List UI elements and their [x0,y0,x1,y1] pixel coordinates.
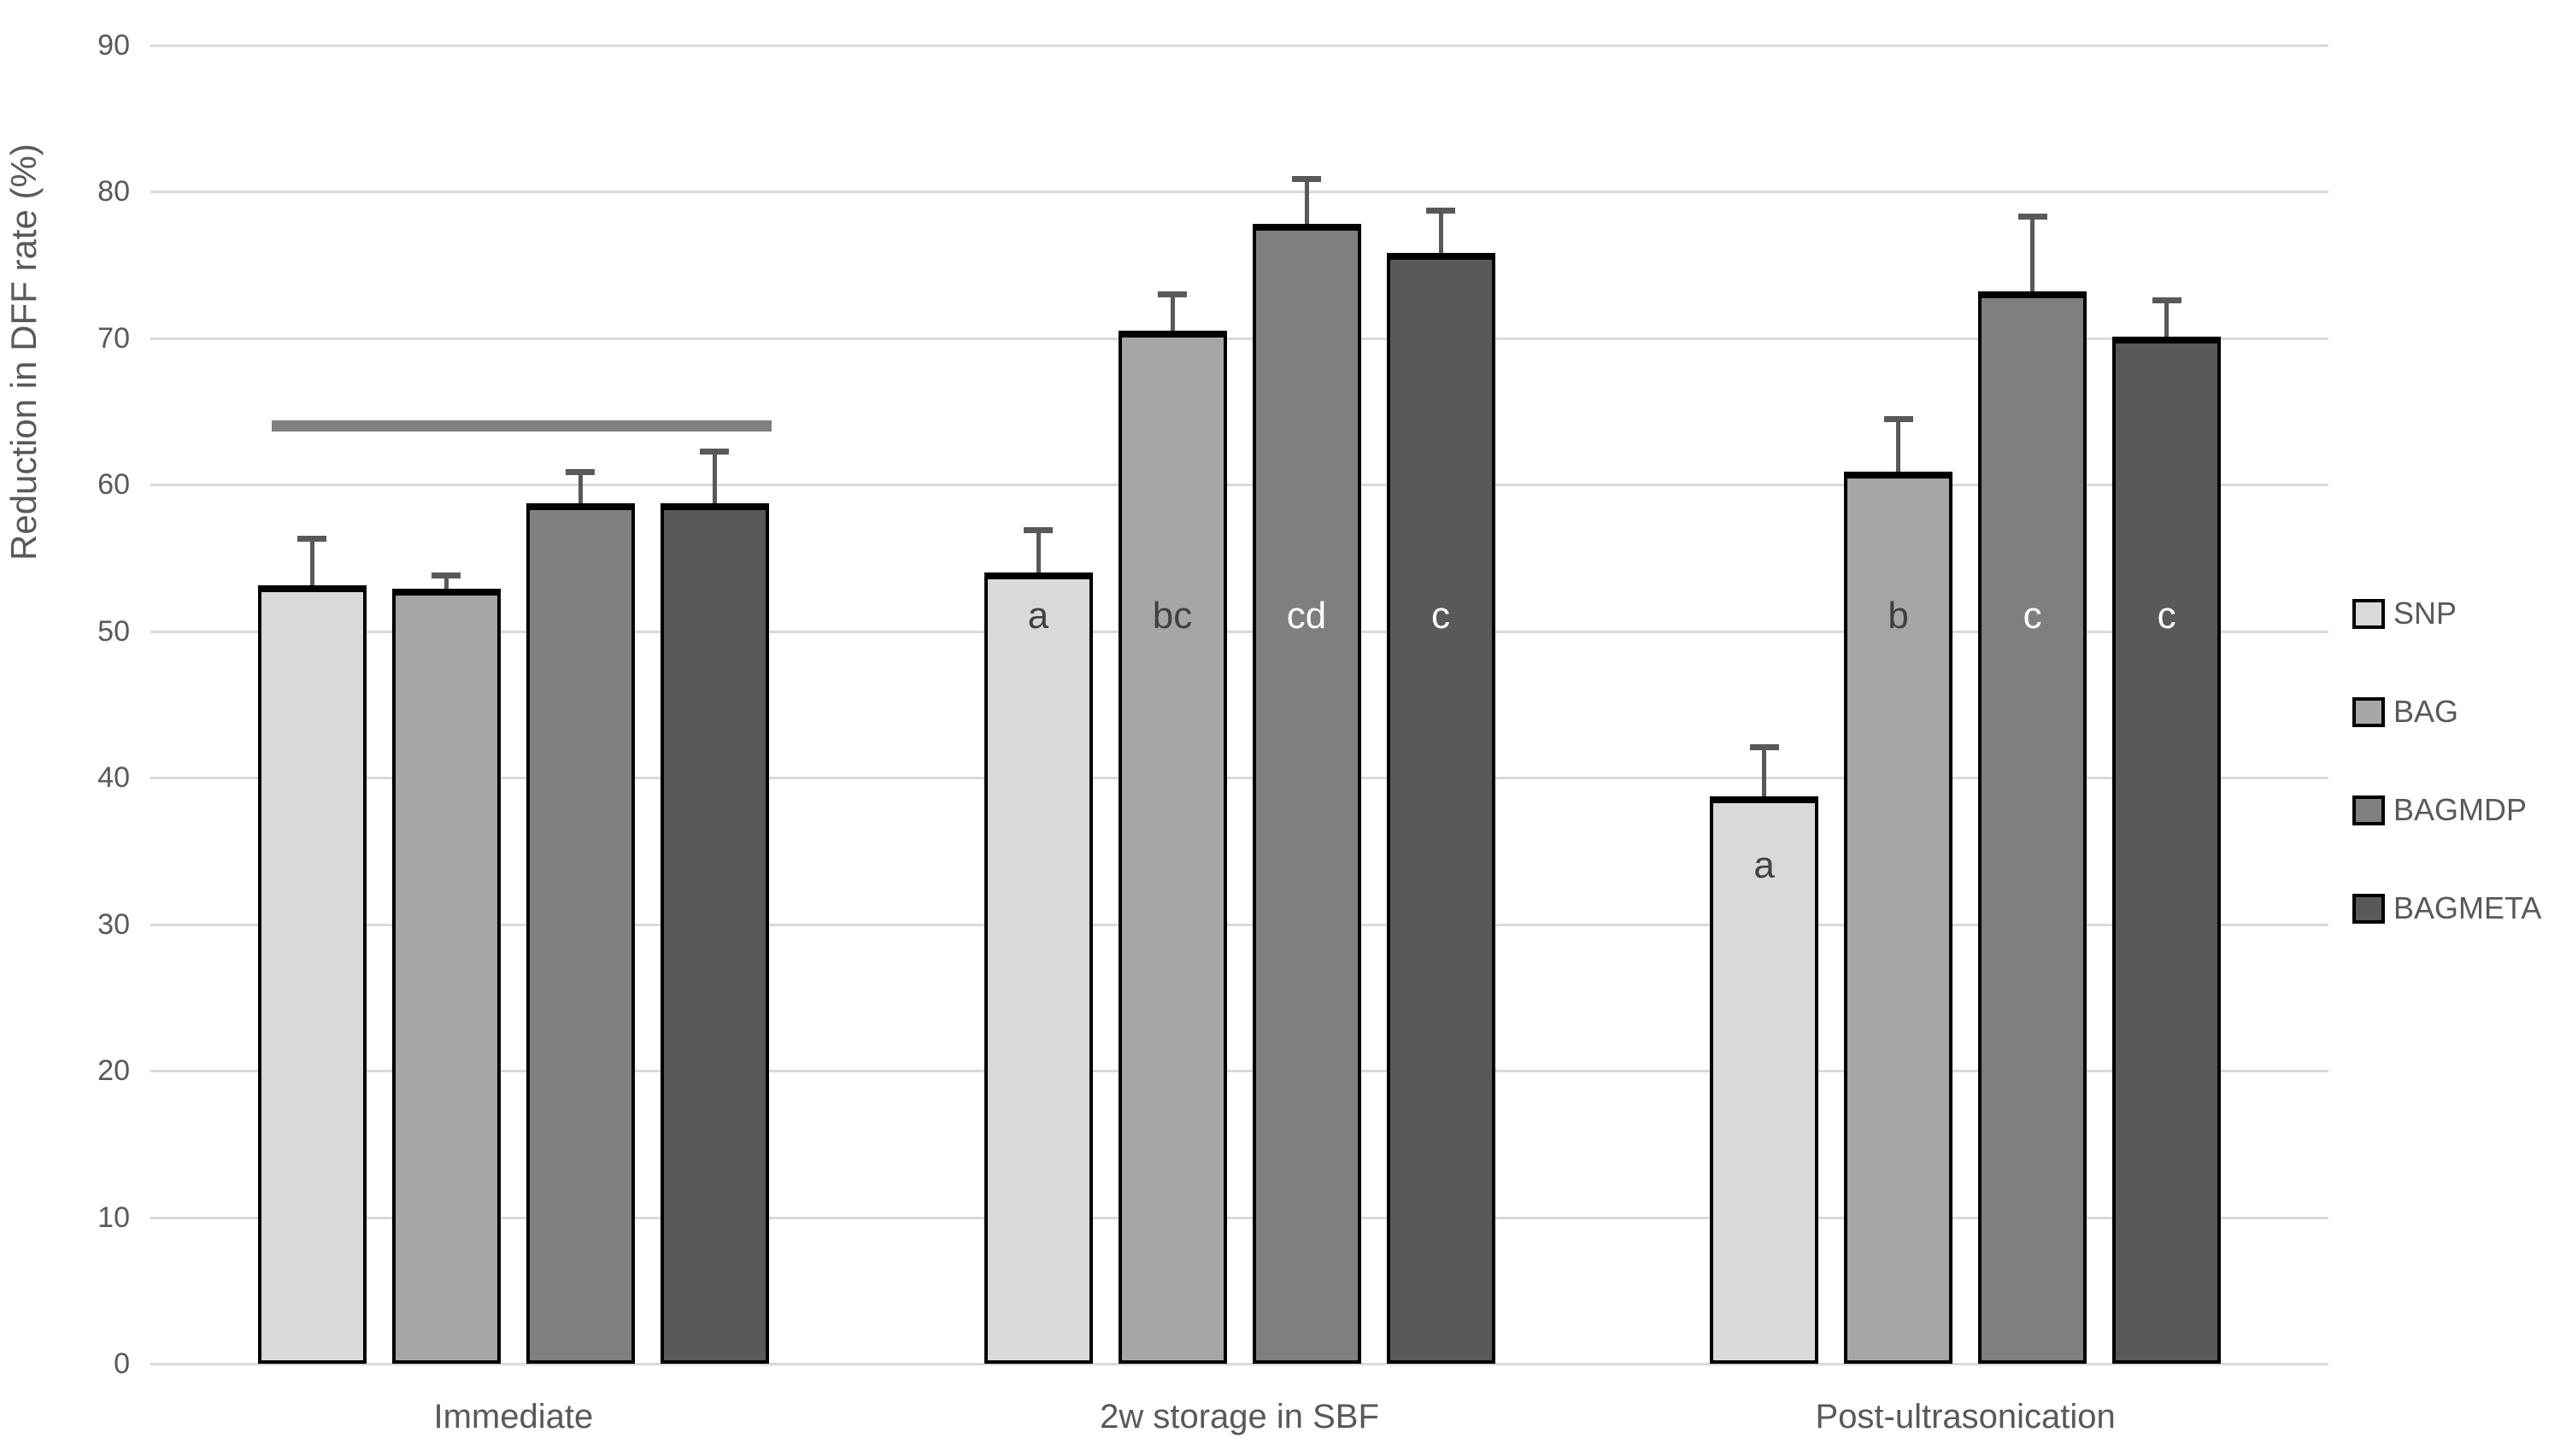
y-tick-label: 10 [97,1201,130,1234]
error-bar-snp-3 [1762,746,1767,797]
legend-swatch-snp [2352,598,2385,629]
legend-label: BAG [2393,694,2459,729]
significance-letter: a [1027,595,1049,637]
significance-letter: cd [1286,595,1327,637]
legend-label: BAGMDP [2393,792,2528,827]
error-bar-bagmeta-2 [1438,210,1443,254]
y-tick-label: 50 [97,614,130,648]
bar-bagmdp-2 [1252,223,1361,1364]
error-bar-bagmdp-2 [1304,178,1309,224]
legend-item-snp: SNP [2352,596,2457,631]
y-tick-label: 80 [97,175,130,208]
error-bar-bag-3 [1896,418,1901,472]
bar-bag-1 [391,588,501,1364]
error-bar-cap [2152,296,2181,303]
error-bar-cap [1426,208,1455,214]
error-bar-bagmdp-1 [578,471,583,504]
x-category-label: 2w storage in SBF [1100,1398,1379,1435]
error-bar-snp-2 [1036,530,1041,572]
bar-bagmeta-3 [2112,336,2222,1364]
error-bar-cap [432,572,461,579]
bar-bagmdp-3 [1978,291,2087,1364]
significance-letter: b [1888,595,1909,637]
bar-snp-1 [257,585,367,1364]
x-category-label: Post-ultrasonication [1815,1398,2116,1435]
error-bar-cap [700,448,730,455]
error-bar-cap [297,536,327,543]
bar-bag-2 [1118,330,1227,1364]
y-tick-label: 40 [97,761,130,794]
legend-swatch-bagmdp [2352,795,2385,825]
error-bar-snp-1 [309,538,314,586]
gridline-y-90 [150,44,2328,47]
error-bar-bagmdp-3 [2030,216,2035,291]
legend-swatch-bagmeta [2352,893,2385,924]
bar-snp-2 [984,572,1093,1364]
bar-bagmdp-1 [526,503,635,1364]
error-bar-cap [1024,527,1053,534]
y-tick-label: 60 [97,468,130,501]
legend-swatch-bag [2352,696,2385,727]
legend-item-bag: BAG [2352,694,2459,729]
bar-snp-3 [1710,796,1819,1364]
error-bar-cap [2017,214,2047,220]
error-bar-cap [1883,415,1913,422]
significance-letter: c [1431,595,1450,637]
gridline-y-30 [150,923,2328,926]
gridline-y-0 [150,1363,2328,1365]
significance-letter: a [1753,843,1775,886]
significance-letter: bc [1152,595,1193,637]
gridline-y-20 [150,1070,2328,1072]
error-bar-cap [566,468,596,475]
y-tick-label: 0 [114,1347,130,1380]
gridline-y-80 [150,191,2328,193]
error-bar-cap [1749,743,1779,750]
legend-label: SNP [2393,596,2457,631]
x-category-label: Immediate [433,1398,594,1435]
gridline-y-70 [150,337,2328,340]
significance-letter: c [2023,595,2042,637]
bar-bagmeta-2 [1386,253,1495,1364]
error-bar-cap [1158,291,1187,298]
error-bar-bagmeta-3 [2164,299,2170,337]
y-tick-label: 30 [97,907,130,941]
significance-letter: c [2157,595,2176,637]
error-bar-bag-1 [443,575,449,589]
y-tick-label: 90 [97,28,130,62]
gridline-y-40 [150,777,2328,779]
legend-item-bagmeta: BAGMETA [2352,890,2542,925]
bar-bag-3 [1844,471,1953,1364]
gridline-y-60 [150,484,2328,486]
y-tick-label: 20 [97,1054,130,1087]
gridline-y-50 [150,630,2328,633]
legend-item-bagmdp: BAGMDP [2352,792,2528,827]
y-tick-label: 70 [97,321,130,355]
error-bar-cap [1292,175,1321,182]
error-bar-bag-2 [1170,294,1175,331]
bar-bagmeta-1 [660,503,769,1364]
gridline-y-10 [150,1216,2328,1219]
significance-line [271,420,772,432]
legend-label: BAGMETA [2393,890,2542,925]
error-bar-bagmeta-1 [712,450,717,504]
